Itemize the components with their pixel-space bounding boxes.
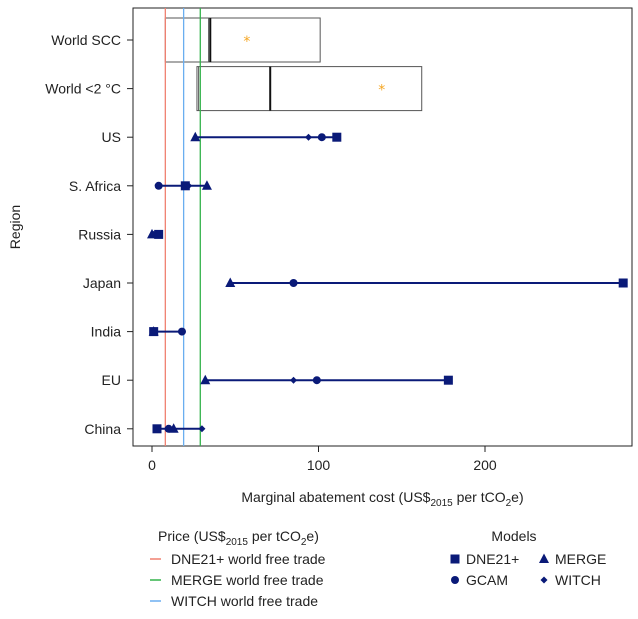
point-dne21 (332, 132, 342, 142)
point-witch (198, 425, 206, 433)
legend-price-label: DNE21+ world free trade (171, 551, 326, 567)
point-gcam (317, 133, 326, 142)
x-axis-title: Marginal abatement cost (US$2015 per tCO… (241, 489, 523, 509)
legend-price-label: WITCH world free trade (171, 593, 318, 609)
y-tick-label: India (91, 324, 122, 340)
legend-model-label: GCAM (466, 572, 508, 588)
point-witch (185, 182, 193, 190)
x-tick-label: 200 (473, 457, 497, 473)
point-dne21 (443, 375, 453, 385)
y-tick-label: China (84, 421, 121, 437)
point-witch (305, 133, 313, 141)
point-gcam (154, 181, 163, 190)
legend-price-title: Price (US$2015 per tCO2e) (158, 528, 319, 548)
box-outline (196, 66, 423, 112)
y-tick-label: Russia (78, 226, 121, 242)
plot-frame (132, 7, 633, 447)
point-dne21 (152, 424, 162, 434)
point-merge (200, 374, 211, 385)
point-witch (151, 328, 159, 336)
legend-model-label: WITCH (555, 572, 601, 588)
point-merge (190, 131, 201, 142)
legend-model-marker (451, 576, 459, 584)
point-merge (225, 277, 236, 287)
point-witch (619, 279, 627, 287)
plot-area: 0 100 200 World SCC World <2 °C US S. Africa Ru… (7, 7, 633, 509)
x-tick-label: 0 (148, 457, 156, 473)
y-tick-label: World <2 °C (45, 81, 121, 97)
y-tick-label: EU (102, 372, 121, 388)
legend-price-label: MERGE world free trade (171, 572, 324, 588)
legend-models-title: Models (491, 528, 536, 544)
y-tick-label: US (102, 129, 121, 145)
point-gcam (312, 376, 321, 385)
box-mean-marker: * (243, 34, 250, 50)
legend-model-label: DNE21+ (466, 551, 519, 567)
legend: Price (US$2015 per tCO2e) DNE21+ world fr… (150, 528, 606, 609)
legend-model-marker (450, 554, 460, 564)
point-witch (150, 230, 158, 238)
point-merge (168, 423, 179, 433)
point-witch (290, 376, 298, 384)
box-mean-marker: * (378, 83, 385, 99)
legend-model-marker (539, 553, 549, 563)
y-tick-label: World SCC (51, 32, 121, 48)
point-gcam (289, 279, 298, 287)
y-tick-label: Japan (83, 275, 121, 291)
y-tick-label: S. Africa (69, 178, 121, 194)
legend-model-marker (540, 576, 548, 584)
y-axis-title: Region (7, 205, 23, 249)
point-gcam (177, 327, 186, 336)
legend-model-label: MERGE (555, 551, 606, 567)
point-merge (201, 180, 212, 190)
x-tick-label: 100 (307, 457, 331, 473)
